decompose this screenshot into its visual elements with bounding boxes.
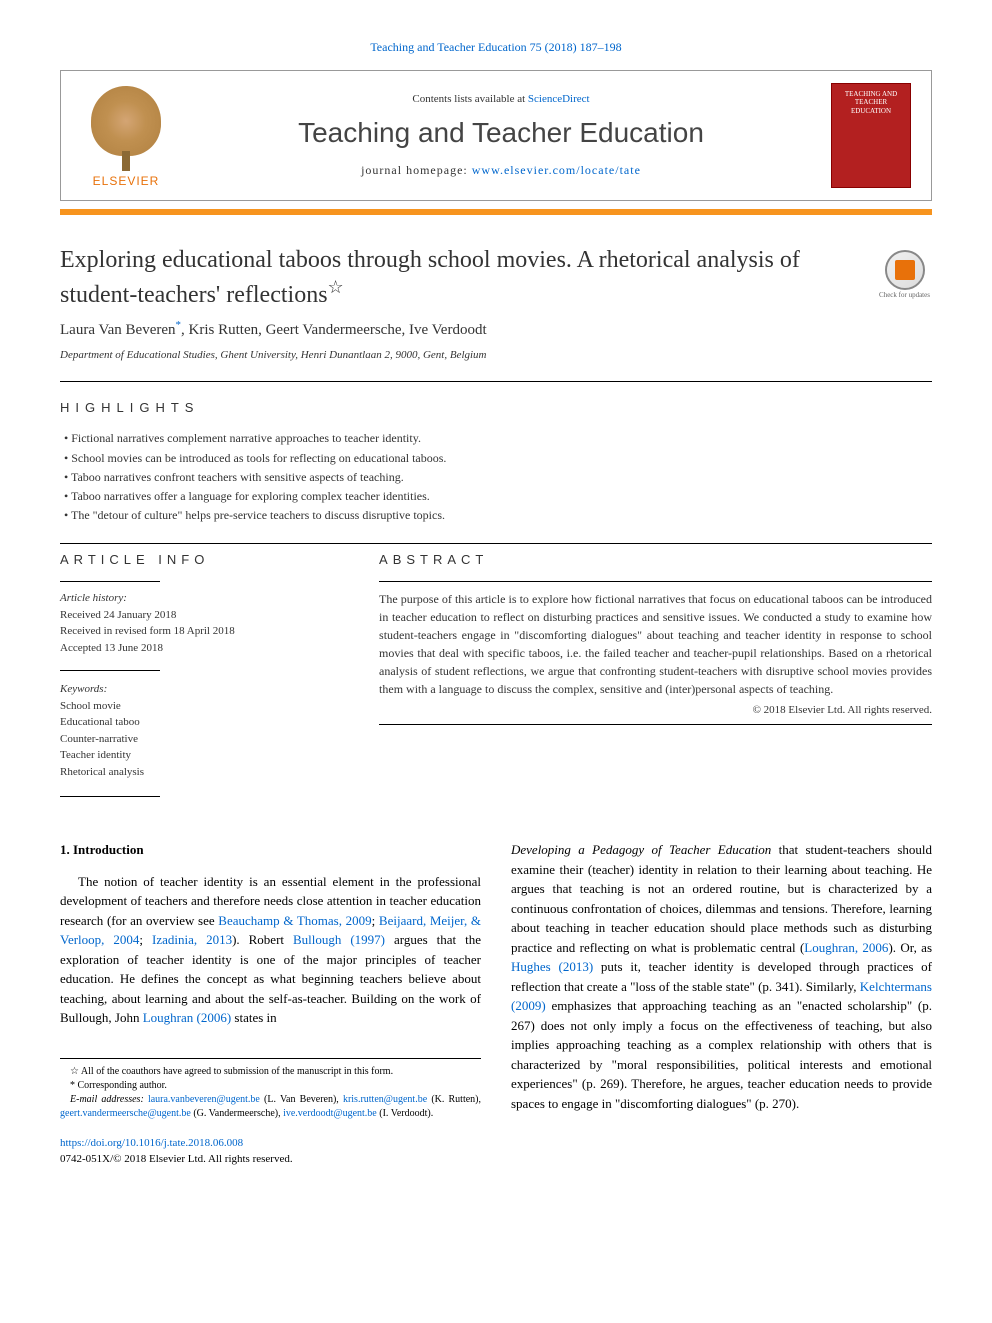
divider <box>60 796 160 797</box>
body-text: ). Or, as <box>888 940 932 955</box>
body-text: states in <box>231 1010 277 1025</box>
copyright-line: © 2018 Elsevier Ltd. All rights reserved… <box>379 704 932 716</box>
body-column-left: 1. Introduction The notion of teacher id… <box>60 840 481 1168</box>
highlight-item: Taboo narratives offer a language for ex… <box>64 487 932 506</box>
section-heading: 1. Introduction <box>60 840 481 860</box>
email-link[interactable]: laura.vanbeveren@ugent.be <box>148 1094 260 1105</box>
citation-link[interactable]: Hughes (2013) <box>511 959 593 974</box>
body-text: emphasizes that approaching teaching as … <box>511 998 932 1111</box>
authors-rest: , Kris Rutten, Geert Vandermeersche, Ive… <box>181 322 487 338</box>
orange-divider-bar <box>60 209 932 215</box>
divider <box>60 581 160 582</box>
history-label: Article history: <box>60 590 339 607</box>
article-history-block: Article history: Received 24 January 201… <box>60 590 339 780</box>
highlight-item: School movies can be introduced as tools… <box>64 449 932 468</box>
body-text: that student-teachers should examine the… <box>511 842 932 955</box>
elsevier-logo: ELSEVIER <box>81 86 171 186</box>
keyword: School movie <box>60 698 339 715</box>
check-updates-label: Check for updates <box>877 292 932 300</box>
citation-link[interactable]: Beauchamp & Thomas, 2009 <box>218 913 371 928</box>
divider <box>60 670 160 671</box>
journal-header-box: ELSEVIER Contents lists available at Sci… <box>60 70 932 201</box>
author-primary: Laura Van Beveren <box>60 322 176 338</box>
highlights-list: Fictional narratives complement narrativ… <box>60 429 932 525</box>
elsevier-tree-icon <box>91 86 161 156</box>
journal-cover-thumbnail: TEACHING AND TEACHER EDUCATION <box>831 83 911 188</box>
email-name: (G. Vandermeersche) <box>193 1108 278 1119</box>
email-link[interactable]: geert.vandermeersche@ugent.be <box>60 1108 191 1119</box>
cover-title: TEACHING AND TEACHER EDUCATION <box>832 84 910 121</box>
revised-date: Received in revised form 18 April 2018 <box>60 623 339 640</box>
highlight-item: The "detour of culture" helps pre-servic… <box>64 506 932 525</box>
email-name: (L. Van Beveren) <box>264 1094 336 1105</box>
sciencedirect-link[interactable]: ScienceDirect <box>528 93 590 105</box>
footnotes-block: ☆ All of the coauthors have agreed to su… <box>60 1058 481 1121</box>
homepage-line: journal homepage: www.elsevier.com/locat… <box>171 163 831 178</box>
journal-name: Teaching and Teacher Education <box>171 117 831 149</box>
body-column-right: Developing a Pedagogy of Teacher Educati… <box>511 840 932 1168</box>
keyword: Counter-narrative <box>60 731 339 748</box>
divider <box>60 381 932 382</box>
journal-reference: Teaching and Teacher Education 75 (2018)… <box>60 40 932 55</box>
highlights-heading: HIGHLIGHTS <box>60 400 932 415</box>
authors-line: Laura Van Beveren*, Kris Rutten, Geert V… <box>60 319 932 339</box>
body-paragraph: Developing a Pedagogy of Teacher Educati… <box>511 840 932 1113</box>
journal-ref-link[interactable]: Teaching and Teacher Education 75 (2018)… <box>370 40 621 54</box>
check-updates-badge[interactable]: Check for updates <box>877 250 932 300</box>
corresponding-footnote: * Corresponding author. <box>60 1079 481 1093</box>
contents-available-line: Contents lists available at ScienceDirec… <box>171 93 831 105</box>
star-footnote: ☆ All of the coauthors have agreed to su… <box>60 1065 481 1079</box>
homepage-link[interactable]: www.elsevier.com/locate/tate <box>472 163 641 177</box>
citation-link[interactable]: Loughran, 2006 <box>804 940 888 955</box>
keyword: Educational taboo <box>60 714 339 731</box>
citation-link[interactable]: Loughran (2006) <box>143 1010 231 1025</box>
keyword: Teacher identity <box>60 747 339 764</box>
article-title: Exploring educational taboos through sch… <box>60 245 932 311</box>
doi-block: https://doi.org/10.1016/j.tate.2018.06.0… <box>60 1135 481 1168</box>
divider <box>379 724 932 725</box>
email-link[interactable]: kris.rutten@ugent.be <box>343 1094 427 1105</box>
book-title-italic: Developing a Pedagogy of Teacher Educati… <box>511 842 771 857</box>
email-footnote: E-mail addresses: laura.vanbeveren@ugent… <box>60 1093 481 1121</box>
article-info-heading: ARTICLE INFO <box>60 552 339 567</box>
highlight-item: Taboo narratives confront teachers with … <box>64 468 932 487</box>
keywords-label: Keywords: <box>60 681 339 698</box>
title-footnote-star: ☆ <box>328 277 344 297</box>
email-name: (I. Verdoodt). <box>379 1108 433 1119</box>
issn-copyright: 0742-051X/© 2018 Elsevier Ltd. All right… <box>60 1153 293 1165</box>
received-date: Received 24 January 2018 <box>60 607 339 624</box>
citation-link[interactable]: Bullough (1997) <box>293 932 385 947</box>
email-name: (K. Rutten) <box>431 1094 478 1105</box>
abstract-heading: ABSTRACT <box>379 552 932 567</box>
citation-link[interactable]: Izadinia, 2013 <box>152 932 232 947</box>
homepage-label: journal homepage: <box>361 163 472 177</box>
accepted-date: Accepted 13 June 2018 <box>60 640 339 657</box>
abstract-text: The purpose of this article is to explor… <box>379 590 932 698</box>
body-paragraph: The notion of teacher identity is an ess… <box>60 872 481 1028</box>
contents-text: Contents lists available at <box>412 93 527 105</box>
body-text: ; <box>372 913 379 928</box>
divider <box>379 581 932 582</box>
crossmark-icon <box>885 250 925 290</box>
email-link[interactable]: ive.verdoodt@ugent.be <box>283 1108 377 1119</box>
keyword: Rhetorical analysis <box>60 764 339 781</box>
divider <box>60 543 932 544</box>
highlight-item: Fictional narratives complement narrativ… <box>64 429 932 448</box>
doi-link[interactable]: https://doi.org/10.1016/j.tate.2018.06.0… <box>60 1137 243 1149</box>
publisher-name: ELSEVIER <box>81 174 171 188</box>
body-text: ). Robert <box>232 932 293 947</box>
title-text: Exploring educational taboos through sch… <box>60 247 800 308</box>
email-label: E-mail addresses: <box>70 1094 144 1105</box>
affiliation: Department of Educational Studies, Ghent… <box>60 349 932 361</box>
body-text: ; <box>139 932 152 947</box>
